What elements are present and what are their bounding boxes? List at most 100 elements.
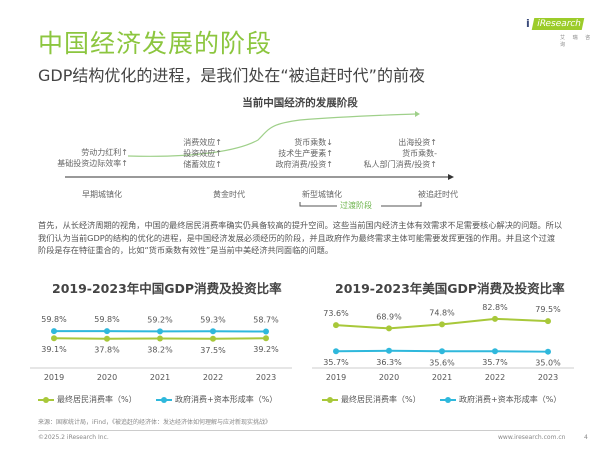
data-label: 39.2% bbox=[253, 345, 279, 354]
factor-line: 货币乘数- bbox=[402, 149, 437, 158]
data-label: 73.6% bbox=[323, 309, 349, 318]
chart-title: 2019-2023年美国GDP消费及投资比率 bbox=[335, 281, 565, 296]
curve-arrowhead bbox=[415, 111, 420, 117]
factor-line: 政府消费/投资↑ bbox=[275, 160, 333, 169]
data-point bbox=[545, 348, 551, 355]
factor-line: 基础投资边际效率↑ bbox=[57, 159, 128, 168]
data-label: 39.1% bbox=[41, 345, 67, 354]
data-label: 68.9% bbox=[376, 312, 402, 321]
website-url: www.iresearch.com.cn bbox=[498, 434, 566, 441]
data-label: 36.3% bbox=[376, 358, 402, 367]
axis-arrowhead bbox=[448, 174, 454, 180]
factor-line: 劳动力红利↑ bbox=[81, 148, 128, 157]
legend-item: 最终居民消费率（%） bbox=[322, 394, 421, 405]
transition-bracket bbox=[299, 202, 422, 207]
data-label: 37.8% bbox=[94, 346, 120, 355]
data-point bbox=[439, 348, 445, 355]
data-point bbox=[210, 335, 216, 342]
footer-divider bbox=[38, 430, 560, 431]
legend-label: 最终居民消费率（%） bbox=[57, 395, 137, 404]
transition-label: 过渡阶段 bbox=[340, 201, 372, 210]
data-label: 59.2% bbox=[147, 315, 173, 324]
legend-label: 最终居民消费率（%） bbox=[341, 395, 421, 404]
legend-marker-icon bbox=[322, 396, 338, 403]
data-point bbox=[333, 348, 339, 355]
data-point bbox=[386, 325, 392, 332]
data-point bbox=[157, 335, 163, 342]
legend-marker-icon bbox=[38, 396, 54, 403]
legend-label: 政府消费+资本形成率（%） bbox=[459, 395, 562, 404]
data-point bbox=[263, 328, 269, 335]
x-tick-label: 2023 bbox=[256, 373, 276, 382]
stage-factors: 货币乘数↓ 技术生产要素↑ 政府消费/投资↑ bbox=[276, 137, 333, 170]
stage-factors: 劳动力红利↑ 基础投资边际效率↑ bbox=[57, 147, 128, 169]
factor-line: 技术生产要素↑ bbox=[278, 149, 333, 158]
timeline-diagram bbox=[65, 111, 454, 207]
legend-label: 政府消费+资本形成率（%） bbox=[175, 395, 278, 404]
page-subtitle: GDP结构优化的进程，是我们处在“被追赶时代”的前夜 bbox=[38, 66, 425, 85]
data-label: 82.8% bbox=[482, 303, 508, 312]
legend-marker-icon bbox=[440, 396, 456, 403]
data-point bbox=[157, 328, 163, 335]
x-tick-label: 2020 bbox=[379, 373, 399, 382]
legend-item: 政府消费+资本形成率（%） bbox=[440, 394, 561, 405]
x-tick-label: 2021 bbox=[432, 373, 452, 382]
data-label: 35.0% bbox=[535, 359, 561, 368]
stage-factors: 出海投资↑ 货币乘数- 私人部门消费/投资↑ bbox=[364, 137, 437, 170]
data-label: 59.3% bbox=[200, 315, 226, 324]
factor-line: 私人部门消费/投资↑ bbox=[363, 160, 437, 169]
legend-marker-icon bbox=[156, 396, 172, 403]
stage-factors: 消费效应↑ 投资效应↑ 储蓄效应↑ bbox=[183, 137, 222, 170]
data-point bbox=[386, 347, 392, 354]
line-chart: 2019 2020 2021 2022 2023 73.6% 68.9% 74.8% 82.8%… bbox=[312, 303, 574, 382]
legend-item: 最终居民消费率（%） bbox=[38, 394, 137, 405]
x-tick-label: 2022 bbox=[203, 373, 223, 382]
data-label: 35.6% bbox=[429, 358, 455, 367]
line-chart: 2019 2020 2021 2022 2023 39.1% 37.8% 38.2% 37.5%… bbox=[30, 315, 292, 382]
factor-line: 投资效应↑ bbox=[183, 149, 222, 158]
logo-subtext: 艾 瑞 咨 询 bbox=[560, 35, 594, 48]
page-number: 4 bbox=[584, 434, 588, 441]
source-note: 来源：国家统计局，iFind，《被追赶的经济体：发达经济体如何理解与应对新现实挑… bbox=[38, 419, 271, 426]
data-label: 59.8% bbox=[94, 315, 120, 324]
data-point bbox=[545, 318, 551, 325]
page-title: 中国经济发展的阶段 bbox=[38, 29, 273, 58]
data-label: 58.7% bbox=[253, 316, 279, 325]
body-paragraph: 首先，从长经济周期的视角，中国的最终居民消费率确实仍具备较高的提升空间。这些当前… bbox=[38, 220, 563, 255]
growth-curve bbox=[127, 113, 416, 157]
stage-label: 黄金时代 bbox=[213, 190, 245, 199]
data-label: 35.7% bbox=[323, 358, 349, 367]
data-point bbox=[492, 348, 498, 355]
x-tick-label: 2019 bbox=[326, 373, 346, 382]
data-label: 38.2% bbox=[147, 346, 173, 355]
copyright: ©2025.2 iResearch Inc. bbox=[38, 434, 109, 441]
data-point bbox=[439, 321, 445, 328]
data-point bbox=[492, 315, 498, 322]
data-point bbox=[263, 335, 269, 342]
x-tick-label: 2023 bbox=[538, 373, 558, 382]
stage-label: 被追赶时代 bbox=[418, 190, 458, 199]
data-label: 79.5% bbox=[535, 305, 561, 314]
logo-icon: i bbox=[526, 17, 530, 30]
data-point bbox=[51, 335, 57, 342]
legend-item: 政府消费+资本形成率（%） bbox=[156, 394, 277, 405]
stage-label: 新型城镇化 bbox=[302, 190, 342, 199]
x-tick-label: 2021 bbox=[150, 373, 170, 382]
factor-line: 货币乘数↓ bbox=[294, 138, 333, 147]
x-tick-label: 2022 bbox=[485, 373, 505, 382]
data-point bbox=[210, 328, 216, 335]
chart-title: 2019-2023年中国GDP消费及投资比率 bbox=[52, 281, 282, 296]
data-point bbox=[104, 335, 110, 342]
factor-line: 出海投资↑ bbox=[398, 138, 437, 147]
data-label: 59.8% bbox=[41, 315, 67, 324]
x-tick-label: 2020 bbox=[97, 373, 117, 382]
factor-line: 储蓄效应↑ bbox=[183, 160, 222, 169]
data-label: 74.8% bbox=[429, 308, 455, 317]
data-label: 35.7% bbox=[482, 358, 508, 367]
x-tick-label: 2019 bbox=[44, 373, 64, 382]
data-point bbox=[104, 328, 110, 335]
stage-label: 早期城镇化 bbox=[82, 190, 122, 199]
diagram-title: 当前中国经济的发展阶段 bbox=[242, 97, 358, 109]
data-point bbox=[51, 328, 57, 335]
data-point bbox=[333, 322, 339, 329]
